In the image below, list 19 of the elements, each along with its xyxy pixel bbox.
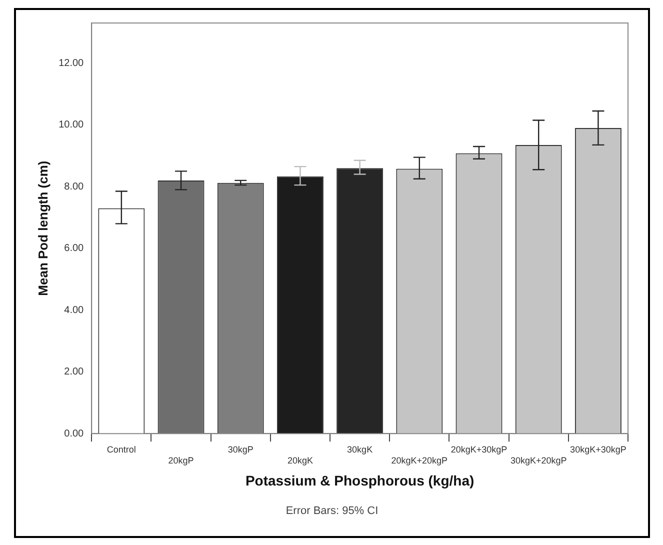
y-axis-title: Mean Pod length (cm) — [35, 160, 50, 296]
x-tick-label: 30kgP — [228, 444, 254, 454]
x-tick-label: 20kgP — [168, 455, 194, 466]
x-axis-title: Potassium & Phosphorous (kg/ha) — [245, 472, 474, 488]
y-tick-label: 10.00 — [58, 120, 84, 131]
x-tick-label: 30kgK+30kgP — [570, 444, 626, 454]
y-tick-label: 8.00 — [64, 181, 84, 192]
x-tick-label: 30kgK+20kgP — [510, 455, 567, 466]
y-tick-label: 2.00 — [64, 366, 84, 378]
x-tick-label: Control — [106, 444, 136, 454]
x-tick-label: 20kgK+30kgP — [450, 444, 508, 454]
y-tick-label: 0.00 — [64, 428, 84, 440]
text: Error Bars: 95% CI — [284, 505, 380, 517]
x-tick-label: 20kgK+20kgP — [391, 455, 448, 466]
y-tick-label: 12.00 — [58, 58, 84, 69]
y-tick-label: 6.00 — [64, 243, 84, 254]
y-tick-label: 4.00 — [64, 304, 84, 316]
x-tick-label: 30kgK — [347, 444, 373, 454]
x-tick-label: 20kgK — [287, 455, 313, 466]
